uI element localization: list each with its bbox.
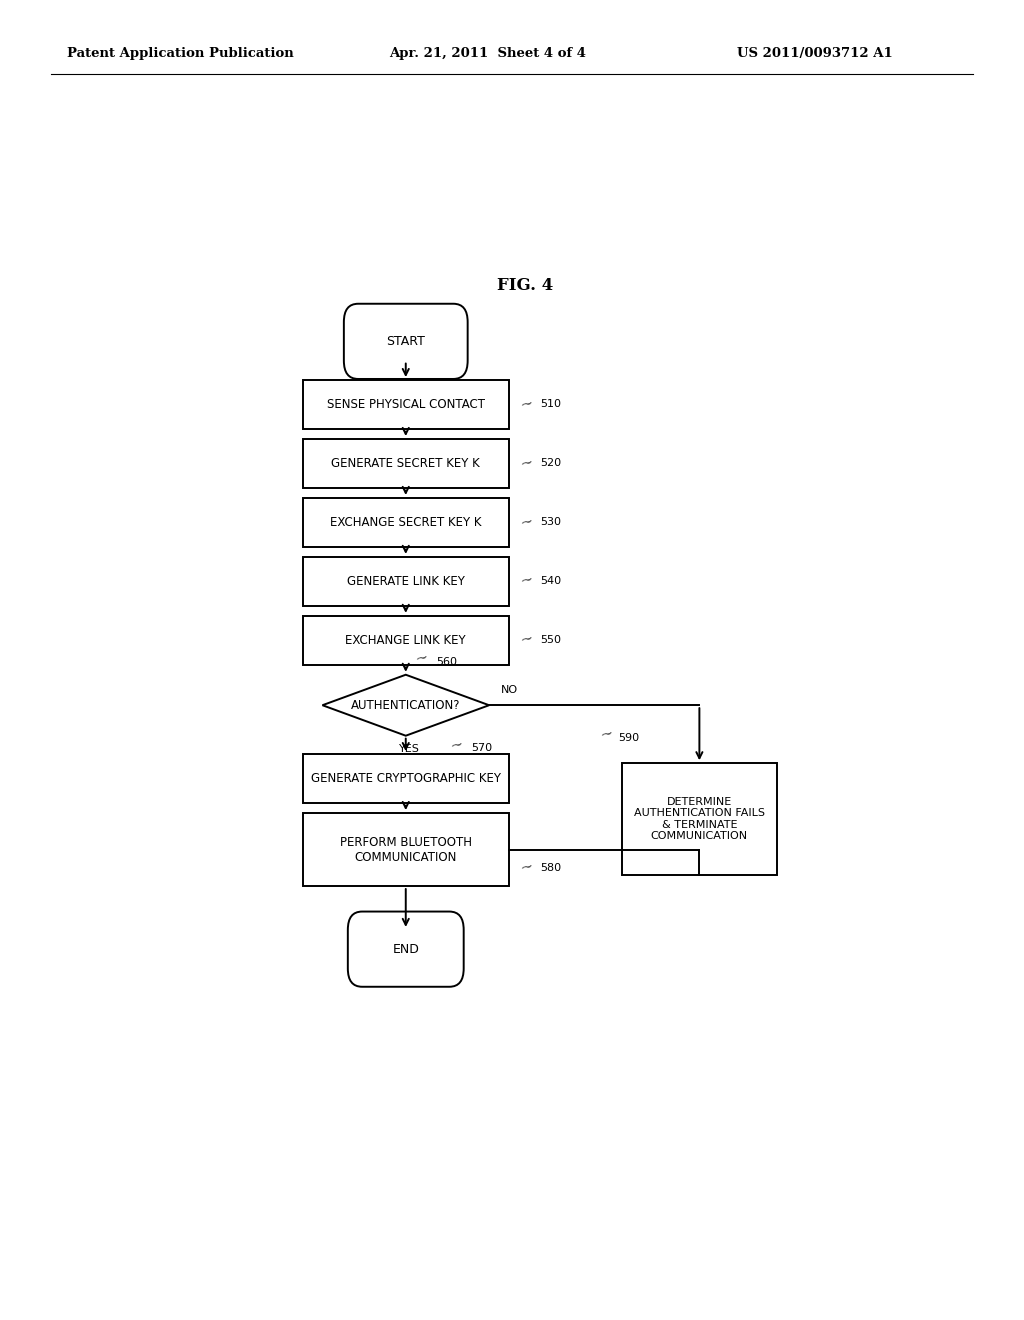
- FancyBboxPatch shape: [348, 912, 464, 987]
- Text: US 2011/0093712 A1: US 2011/0093712 A1: [737, 46, 893, 59]
- Bar: [303, 557, 509, 606]
- Text: 510: 510: [541, 400, 562, 409]
- FancyBboxPatch shape: [344, 304, 468, 379]
- Text: ~: ~: [518, 396, 534, 413]
- Bar: [622, 763, 777, 875]
- Text: 570: 570: [472, 743, 493, 752]
- Text: 560: 560: [436, 656, 457, 667]
- Bar: [303, 813, 509, 886]
- Text: DETERMINE
AUTHENTICATION FAILS
& TERMINATE
COMMUNICATION: DETERMINE AUTHENTICATION FAILS & TERMINA…: [634, 797, 765, 841]
- Text: PERFORM BLUETOOTH
COMMUNICATION: PERFORM BLUETOOTH COMMUNICATION: [340, 836, 472, 863]
- Text: Apr. 21, 2011  Sheet 4 of 4: Apr. 21, 2011 Sheet 4 of 4: [389, 46, 586, 59]
- Text: ~: ~: [518, 513, 534, 531]
- Text: 590: 590: [618, 733, 639, 743]
- Bar: [303, 615, 509, 664]
- Text: AUTHENTICATION?: AUTHENTICATION?: [351, 698, 461, 711]
- Text: NO: NO: [501, 685, 518, 696]
- Bar: [303, 754, 509, 803]
- Text: ~: ~: [599, 726, 614, 743]
- Text: ~: ~: [518, 573, 534, 590]
- Bar: [303, 498, 509, 546]
- Text: Patent Application Publication: Patent Application Publication: [67, 46, 293, 59]
- Text: 520: 520: [541, 458, 562, 469]
- Text: ~: ~: [518, 859, 534, 876]
- Text: ~: ~: [518, 455, 534, 471]
- Text: 550: 550: [541, 635, 562, 645]
- Text: EXCHANGE LINK KEY: EXCHANGE LINK KEY: [345, 634, 466, 647]
- Text: 530: 530: [541, 517, 562, 527]
- Text: ~: ~: [518, 632, 534, 648]
- Text: 540: 540: [541, 577, 562, 586]
- Text: END: END: [392, 942, 419, 956]
- Polygon shape: [323, 675, 489, 735]
- Text: YES: YES: [399, 744, 420, 754]
- Text: ~: ~: [450, 738, 465, 754]
- Text: 580: 580: [541, 863, 562, 873]
- Text: FIG. 4: FIG. 4: [497, 277, 553, 294]
- Bar: [303, 440, 509, 487]
- Text: GENERATE LINK KEY: GENERATE LINK KEY: [347, 574, 465, 587]
- Text: GENERATE CRYPTOGRAPHIC KEY: GENERATE CRYPTOGRAPHIC KEY: [310, 772, 501, 785]
- Bar: [303, 380, 509, 429]
- Text: EXCHANGE SECRET KEY K: EXCHANGE SECRET KEY K: [330, 516, 481, 529]
- Text: ~: ~: [414, 651, 429, 667]
- Text: SENSE PHYSICAL CONTACT: SENSE PHYSICAL CONTACT: [327, 397, 484, 411]
- Text: START: START: [386, 335, 425, 348]
- Text: GENERATE SECRET KEY K: GENERATE SECRET KEY K: [332, 457, 480, 470]
